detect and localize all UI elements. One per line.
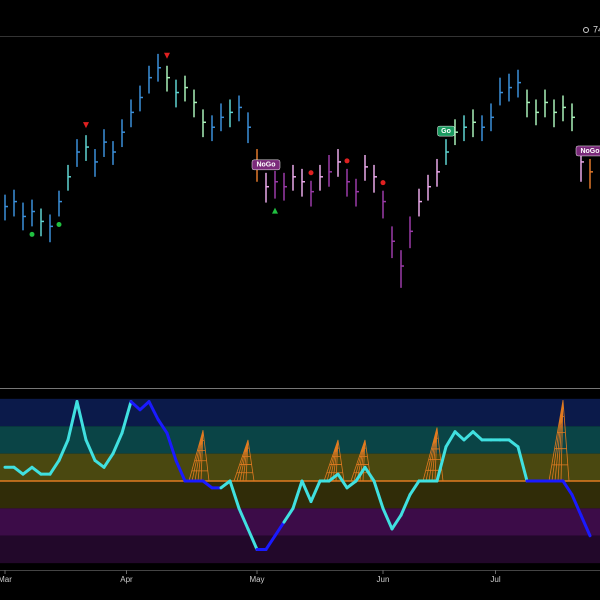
momentum-spike [323, 439, 345, 482]
x-tick-label: Jun [377, 575, 390, 584]
oscillator-segment [516, 445, 529, 483]
oscillator-segment [471, 430, 484, 442]
signal-label: NoGo [256, 162, 275, 169]
oscillator-segment [246, 527, 259, 551]
oscillator-segment [408, 479, 421, 497]
buy-dot [29, 231, 35, 237]
oscillator-segment [93, 458, 106, 469]
oscillator-segment [84, 438, 97, 462]
momentum-spike [422, 427, 444, 482]
oscillator-segment [75, 400, 88, 442]
oscillator-segment [507, 438, 520, 449]
oscillator-segment [129, 400, 142, 412]
oscillator-segment [345, 479, 358, 490]
oscillator-segment [264, 534, 277, 551]
oscillator-segment [462, 430, 475, 442]
sell-signal [164, 52, 170, 59]
oscillator-segment [21, 465, 34, 476]
header-icon [583, 27, 589, 33]
oscillator-segment [57, 438, 70, 462]
oscillator-segment [336, 472, 349, 490]
oscillator-segment [282, 506, 295, 524]
oscillator-segment [165, 431, 178, 462]
oscillator-segment [363, 465, 376, 483]
oscillator-segment [381, 506, 394, 531]
signal-label-box [437, 125, 455, 137]
momentum-spike [233, 439, 255, 482]
oscillator-segment [228, 479, 241, 510]
oscillator-segment [174, 458, 187, 483]
oscillator-segment [138, 400, 151, 412]
oscillator-segment [120, 400, 133, 435]
oscillator-segment [561, 479, 574, 497]
signal-label: NoGo [580, 148, 599, 155]
oscillator-segment [111, 431, 124, 456]
oscillator-segment [219, 479, 232, 490]
zone-band [0, 453, 600, 481]
oscillator-segment [453, 430, 466, 442]
buy-signal [272, 207, 278, 214]
oscillator-segment [48, 458, 61, 476]
x-tick-label: Mar [0, 575, 12, 584]
x-tick-label: May [249, 575, 264, 584]
oscillator-segment [102, 452, 115, 469]
oscillator-segment [390, 513, 403, 531]
buy-dot [56, 221, 62, 227]
oscillator-segment [156, 417, 169, 435]
oscillator-segment [66, 400, 79, 442]
signal-label-box [251, 159, 281, 171]
sell-dot [380, 180, 386, 186]
zone-band [0, 535, 600, 564]
momentum-spike [548, 400, 570, 482]
header-value: 74 [593, 24, 600, 34]
signal-label-box [575, 145, 600, 157]
oscillator-segment [435, 445, 448, 483]
oscillator-segment [300, 479, 313, 504]
oscillator-segment [579, 513, 592, 538]
oscillator-segment [327, 472, 340, 483]
oscillator-segment [309, 479, 322, 504]
zone-band [0, 508, 600, 536]
oscillator-segment [273, 520, 286, 538]
sell-dot [308, 170, 314, 176]
oscillator-segment [291, 479, 304, 510]
oscillator-segment [372, 479, 385, 510]
oscillator-segment [30, 465, 43, 476]
oscillator-segment [570, 493, 583, 517]
oscillator-segment [237, 506, 250, 531]
oscillator-segment [354, 465, 367, 483]
sell-dot [344, 158, 350, 164]
oscillator-segment [147, 400, 160, 421]
oscillator-segment [12, 465, 25, 476]
signal-label: Go [441, 128, 451, 135]
zone-band [0, 398, 600, 427]
oscillator-segment [201, 479, 214, 490]
x-tick-label: Jul [490, 575, 500, 584]
oscillator-segment [399, 493, 412, 517]
momentum-spike [188, 430, 210, 482]
x-tick-label: Apr [120, 575, 133, 584]
sell-signal [83, 122, 89, 129]
oscillator-segment [444, 430, 457, 449]
